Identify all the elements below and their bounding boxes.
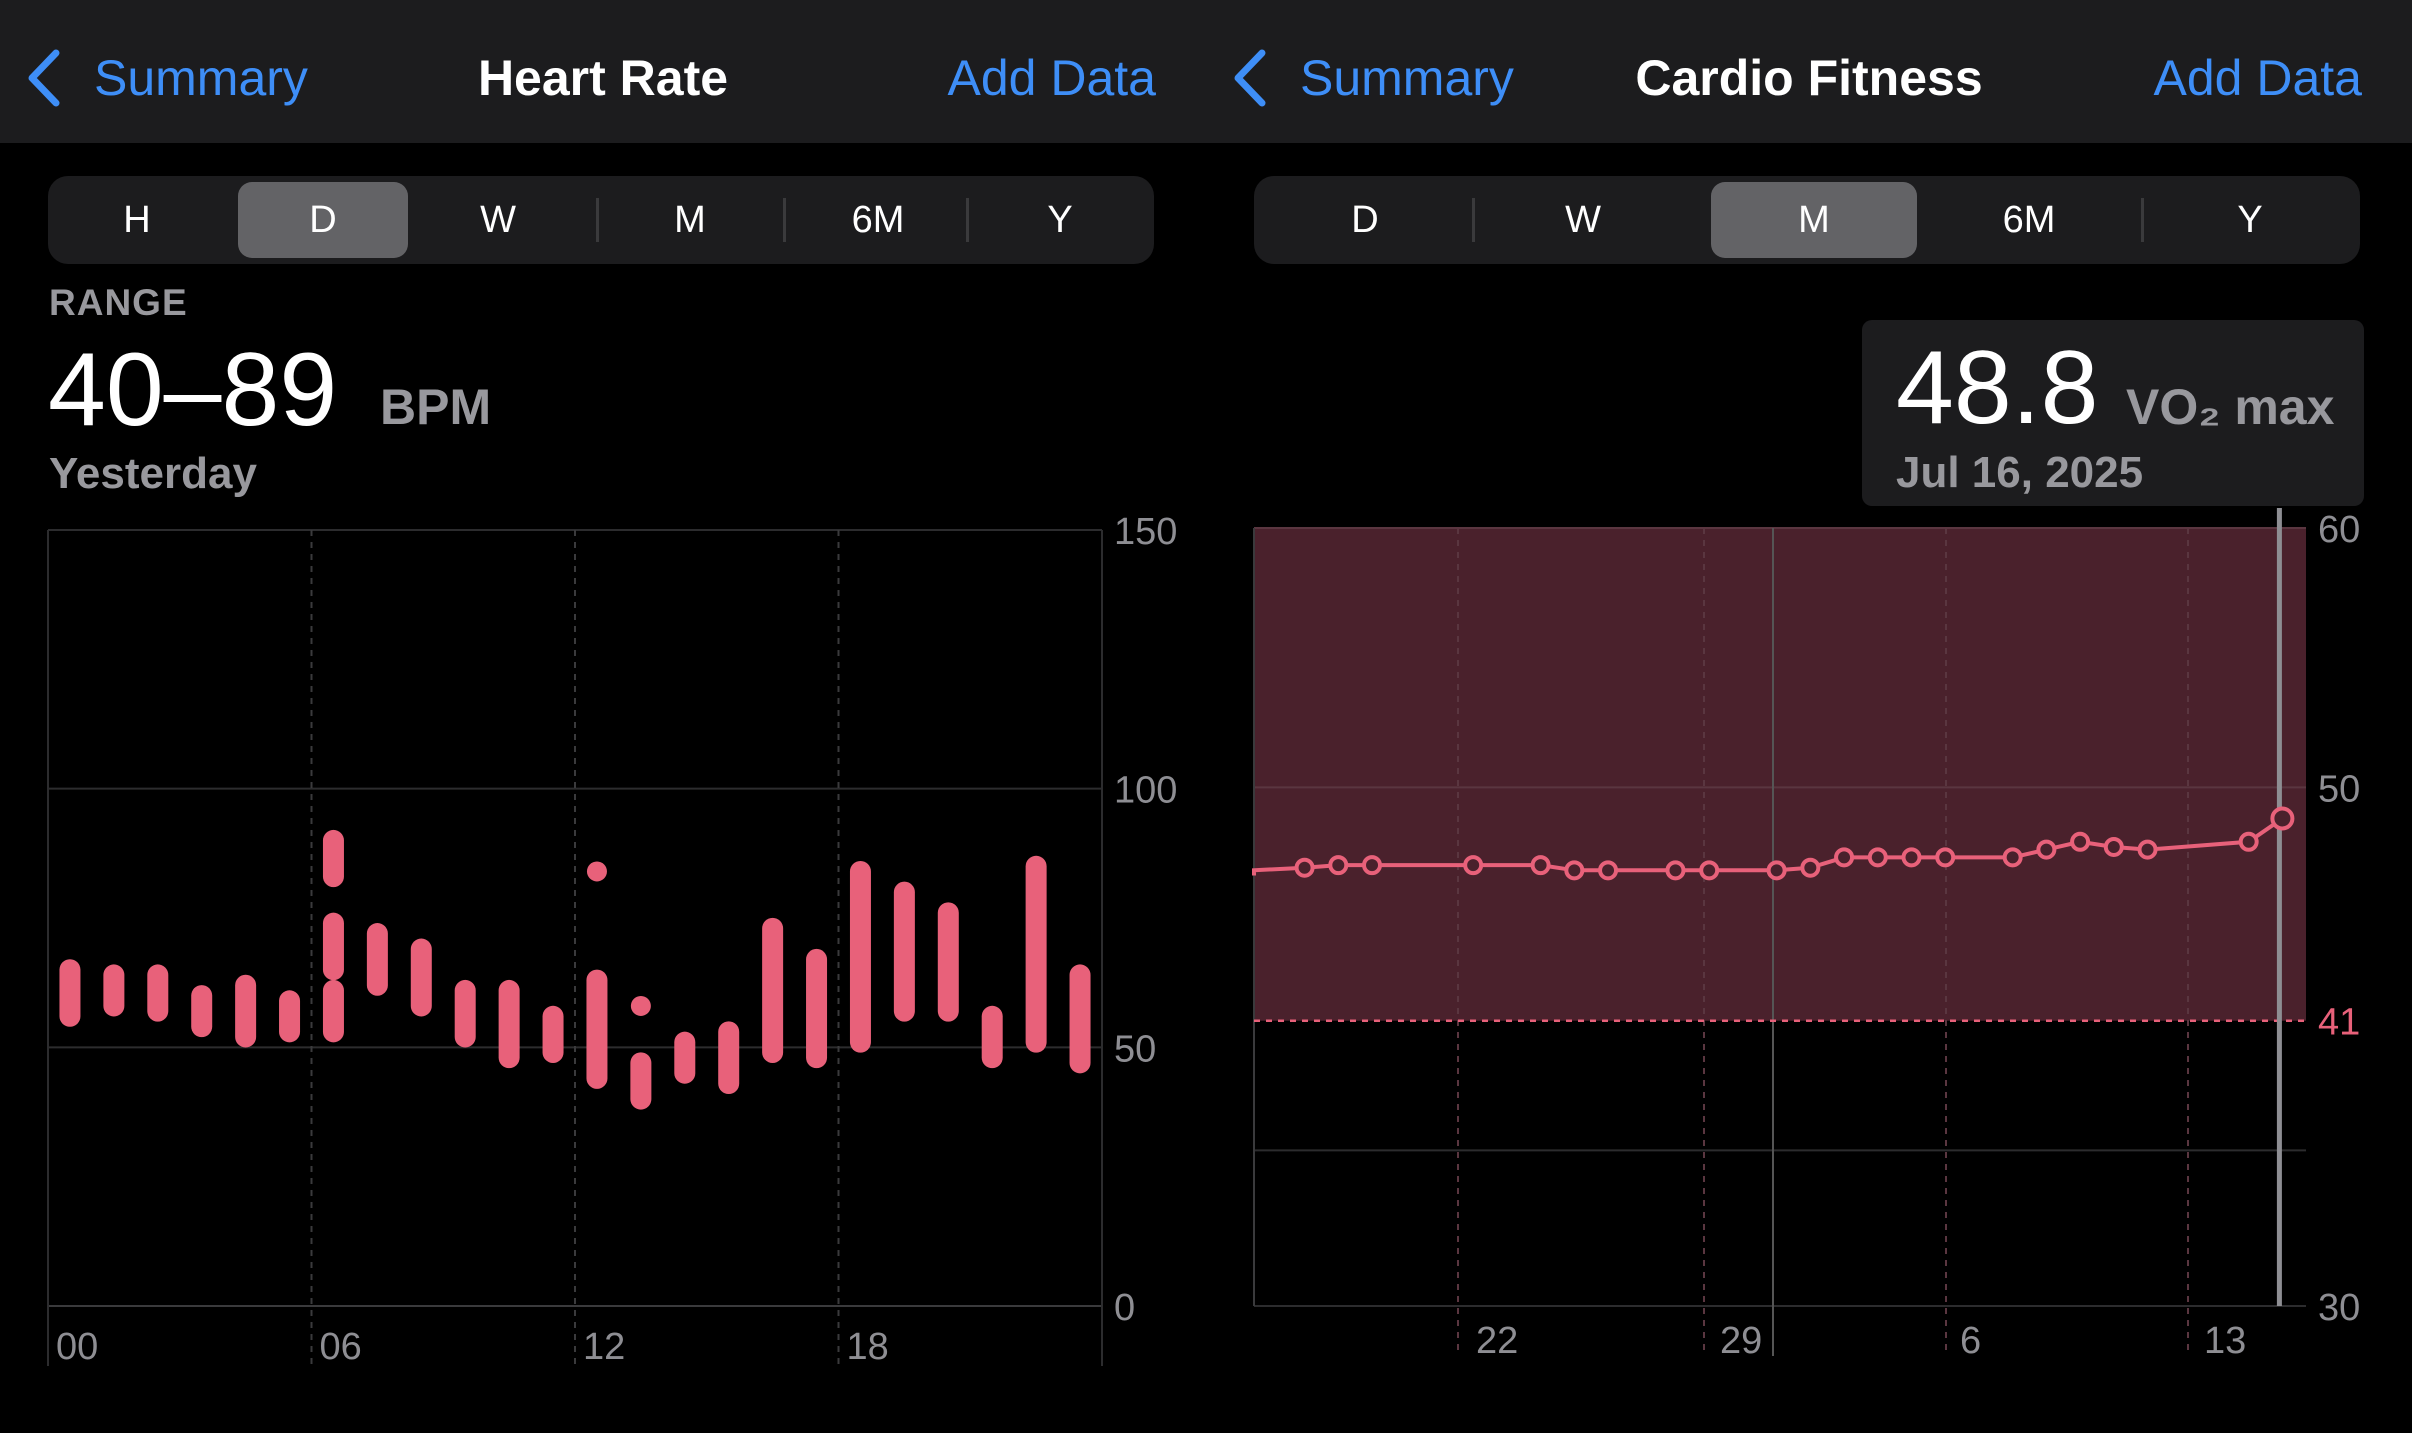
- back-button[interactable]: Summary: [24, 38, 308, 118]
- x-tick-label: 00: [56, 1326, 98, 1368]
- x-tick-label: 6: [1960, 1320, 1981, 1362]
- x-tick-label: 12: [583, 1326, 625, 1368]
- vo2max-point: [1699, 860, 1720, 881]
- segment-divider: [596, 198, 599, 242]
- vo2max-point: [2103, 836, 2124, 857]
- segment-y[interactable]: Y: [2237, 199, 2263, 241]
- y-tick-label: 41: [2318, 1002, 2360, 1044]
- back-button[interactable]: Summary: [1230, 38, 1514, 118]
- y-tick-label: 0: [1114, 1287, 1135, 1329]
- vo2max-point: [1362, 855, 1383, 876]
- heart-rate-panel: Summary Heart Rate Add Data H D W M 6M Y…: [0, 0, 1206, 1433]
- range-date: Yesterday: [49, 449, 257, 498]
- y-tick-label: 50: [1114, 1028, 1156, 1070]
- selection-tooltip: 48.8 VO₂ max Jul 16, 2025: [1862, 320, 2364, 506]
- vo2max-point: [1530, 855, 1551, 876]
- vo2max-point: [1598, 860, 1619, 881]
- vo2max-point: [2238, 831, 2259, 852]
- segment-d[interactable]: D: [238, 182, 408, 258]
- back-label: Summary: [94, 50, 308, 106]
- vo2max-point: [1766, 860, 1787, 881]
- segment-6m[interactable]: 6M: [2002, 199, 2056, 241]
- segment-divider: [783, 198, 786, 242]
- x-tick-label: 29: [1720, 1320, 1762, 1362]
- vo2max-point: [1463, 855, 1484, 876]
- tooltip-date: Jul 16, 2025: [1896, 448, 2144, 497]
- segment-divider: [966, 198, 969, 242]
- segment-m[interactable]: M: [1711, 182, 1917, 258]
- tooltip-value: 48.8: [1896, 330, 2099, 446]
- vo2max-point: [1665, 860, 1686, 881]
- vo2max-point: [2036, 839, 2057, 860]
- hr-range-bar: [586, 861, 607, 882]
- range-unit: BPM: [380, 379, 492, 435]
- range-label: RANGE: [49, 282, 188, 323]
- segment-divider: [1472, 198, 1475, 242]
- segment-w[interactable]: W: [1565, 199, 1601, 241]
- vo2max-point: [2070, 831, 2091, 852]
- segment-divider: [2141, 198, 2144, 242]
- chevron-left-icon: [28, 49, 60, 107]
- hr-range-bar: [630, 995, 651, 1016]
- x-tick-label: 18: [847, 1326, 889, 1368]
- time-range-segmented-control: H D W M 6M Y: [48, 176, 1154, 264]
- chevron-left-icon: [1234, 49, 1266, 107]
- segment-w[interactable]: W: [480, 199, 516, 241]
- segment-y[interactable]: Y: [1047, 199, 1073, 241]
- tooltip-unit: VO₂ max: [2126, 379, 2335, 435]
- above-average-band: [1254, 528, 2306, 1021]
- page-title: Heart Rate: [477, 50, 729, 106]
- y-tick-label: 150: [1114, 511, 1177, 553]
- x-tick-label: 13: [2204, 1320, 2246, 1362]
- vo2max-point: [1328, 855, 1349, 876]
- segment-6m[interactable]: 6M: [851, 199, 905, 241]
- y-tick-label: 30: [2318, 1287, 2360, 1329]
- vo2max-point: [1294, 857, 1315, 878]
- vo2max-point: [1834, 847, 1855, 868]
- vo2max-point: [1935, 847, 1956, 868]
- y-tick-label: 50: [2318, 768, 2360, 810]
- add-data-button[interactable]: Add Data: [947, 50, 1156, 106]
- cardio-fitness-panel: Summary Cardio Fitness Add Data D W M 6M…: [1206, 0, 2412, 1433]
- segment-h[interactable]: H: [123, 199, 151, 241]
- vo2max-point: [1867, 847, 1888, 868]
- nav-bar: Summary Cardio Fitness Add Data: [1206, 0, 2412, 143]
- nav-bar: Summary Heart Rate Add Data: [0, 0, 1206, 143]
- page-title: Cardio Fitness: [1635, 50, 1983, 106]
- range-value: 40–89: [48, 332, 338, 448]
- y-tick-label: 100: [1114, 770, 1177, 812]
- add-data-button[interactable]: Add Data: [2153, 50, 2362, 106]
- segment-d[interactable]: D: [1351, 199, 1379, 241]
- x-tick-label: 22: [1476, 1320, 1518, 1362]
- vo2max-point: [1564, 860, 1585, 881]
- vo2max-point: [1800, 857, 1821, 878]
- segment-m[interactable]: M: [674, 199, 706, 241]
- vo2max-point: [2137, 839, 2158, 860]
- y-tick-label: 60: [2318, 509, 2360, 551]
- vo2max-point: [2002, 847, 2023, 868]
- vo2max-point: [2270, 806, 2295, 831]
- time-range-segmented-control: D W M 6M Y: [1254, 176, 2360, 264]
- vo2max-point: [1901, 847, 1922, 868]
- back-label: Summary: [1300, 50, 1514, 106]
- cardio-fitness-chart[interactable]: 60 50 41 30 22 29 6 13: [1206, 0, 2412, 1433]
- x-tick-label: 06: [320, 1326, 362, 1368]
